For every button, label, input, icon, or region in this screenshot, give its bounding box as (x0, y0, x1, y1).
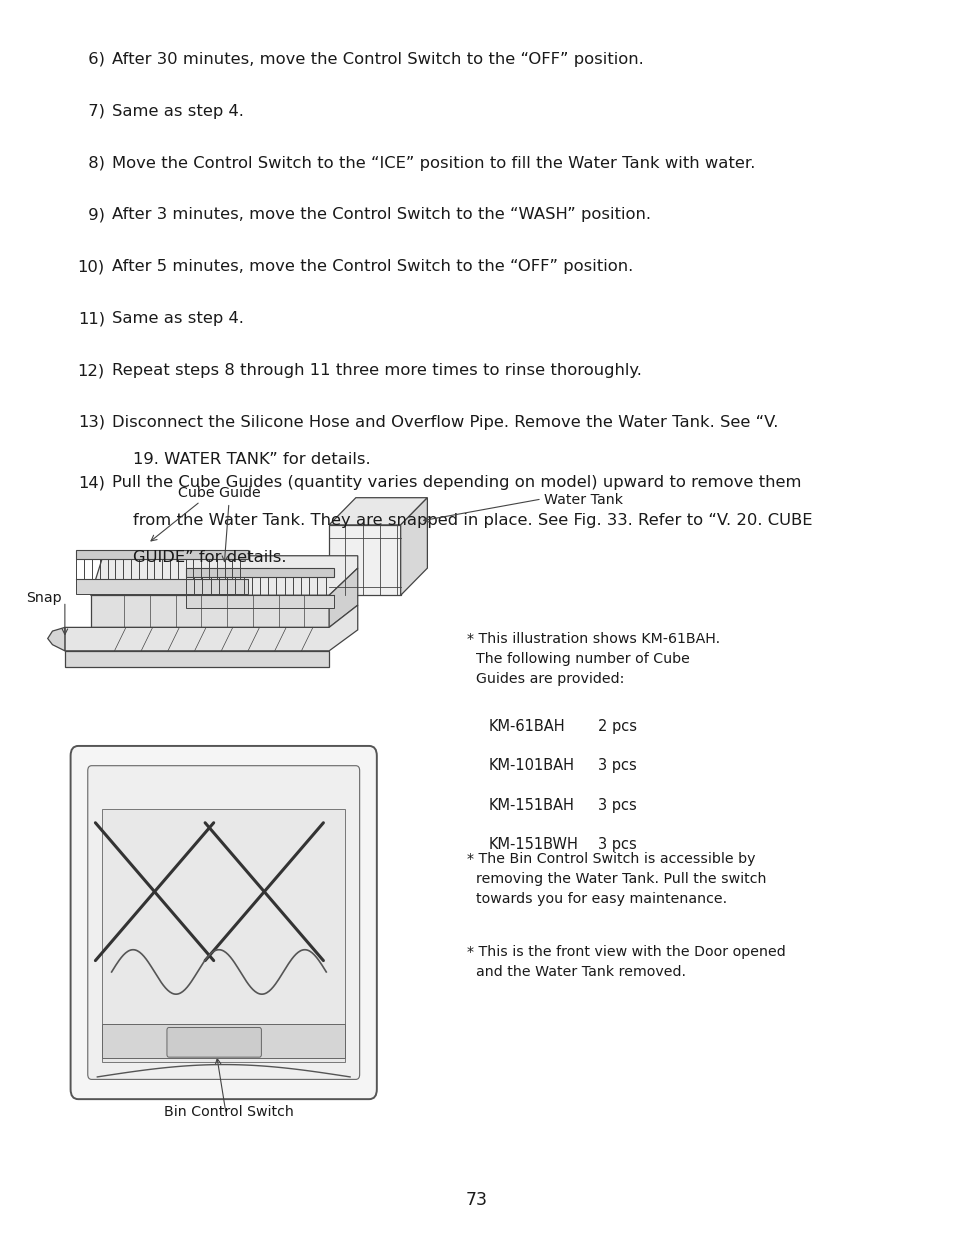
Polygon shape (186, 595, 334, 608)
FancyBboxPatch shape (71, 746, 376, 1099)
Text: 3 pcs: 3 pcs (598, 837, 637, 852)
Polygon shape (186, 568, 334, 577)
Text: KM-61BAH: KM-61BAH (488, 719, 564, 734)
Text: 10): 10) (77, 259, 105, 274)
Polygon shape (48, 627, 65, 651)
Text: 7): 7) (83, 104, 105, 119)
Text: 2 pcs: 2 pcs (598, 719, 637, 734)
Text: 3 pcs: 3 pcs (598, 798, 637, 813)
Text: Same as step 4.: Same as step 4. (112, 311, 243, 326)
Polygon shape (91, 595, 329, 627)
Text: Repeat steps 8 through 11 three more times to rinse thoroughly.: Repeat steps 8 through 11 three more tim… (112, 363, 640, 378)
Text: from the Water Tank. They are snapped in place. See Fig. 33. Refer to “V. 20. CU: from the Water Tank. They are snapped in… (112, 513, 811, 527)
Text: 11): 11) (78, 311, 105, 326)
Text: Pull the Cube Guides (quantity varies depending on model) upward to remove them: Pull the Cube Guides (quantity varies de… (112, 475, 801, 490)
Polygon shape (65, 605, 357, 651)
Polygon shape (329, 498, 427, 525)
Text: 73: 73 (465, 1192, 488, 1209)
Text: 3 pcs: 3 pcs (598, 758, 637, 773)
Bar (102, 1024, 345, 1058)
Text: 14): 14) (78, 475, 105, 490)
Polygon shape (76, 579, 248, 594)
Text: Move the Control Switch to the “ICE” position to fill the Water Tank with water.: Move the Control Switch to the “ICE” pos… (112, 156, 754, 170)
Polygon shape (76, 550, 248, 559)
Text: 12): 12) (77, 363, 105, 378)
Text: Cube Guide: Cube Guide (178, 487, 260, 500)
Polygon shape (91, 556, 357, 595)
Polygon shape (65, 651, 329, 667)
Polygon shape (329, 525, 400, 595)
Text: 8): 8) (83, 156, 105, 170)
Text: KM-101BAH: KM-101BAH (488, 758, 574, 773)
FancyBboxPatch shape (102, 809, 345, 1062)
FancyBboxPatch shape (88, 766, 359, 1079)
Text: Water Tank: Water Tank (543, 493, 622, 508)
Text: KM-151BWH: KM-151BWH (488, 837, 578, 852)
Text: 13): 13) (78, 415, 105, 430)
Text: After 30 minutes, move the Control Switch to the “OFF” position.: After 30 minutes, move the Control Switc… (112, 52, 642, 67)
Text: 6): 6) (83, 52, 105, 67)
Text: 9): 9) (83, 207, 105, 222)
FancyBboxPatch shape (167, 1028, 261, 1057)
Text: Same as step 4.: Same as step 4. (112, 104, 243, 119)
Text: Bin Control Switch: Bin Control Switch (164, 1105, 294, 1119)
Text: KM-151BAH: KM-151BAH (488, 798, 574, 813)
Text: * This is the front view with the Door opened
  and the Water Tank removed.: * This is the front view with the Door o… (467, 945, 785, 979)
Text: Disconnect the Silicone Hose and Overflow Pipe. Remove the Water Tank. See “V.: Disconnect the Silicone Hose and Overflo… (112, 415, 778, 430)
Text: After 3 minutes, move the Control Switch to the “WASH” position.: After 3 minutes, move the Control Switch… (112, 207, 650, 222)
Polygon shape (400, 498, 427, 595)
Text: * This illustration shows KM-61BAH.
  The following number of Cube
  Guides are : * This illustration shows KM-61BAH. The … (467, 632, 720, 687)
Text: * The Bin Control Switch is accessible by
  removing the Water Tank. Pull the sw: * The Bin Control Switch is accessible b… (467, 852, 766, 906)
Text: GUIDE” for details.: GUIDE” for details. (112, 550, 286, 564)
Polygon shape (329, 568, 357, 627)
Text: Snap: Snap (27, 590, 62, 605)
Text: After 5 minutes, move the Control Switch to the “OFF” position.: After 5 minutes, move the Control Switch… (112, 259, 632, 274)
Text: 19. WATER TANK” for details.: 19. WATER TANK” for details. (112, 452, 370, 467)
